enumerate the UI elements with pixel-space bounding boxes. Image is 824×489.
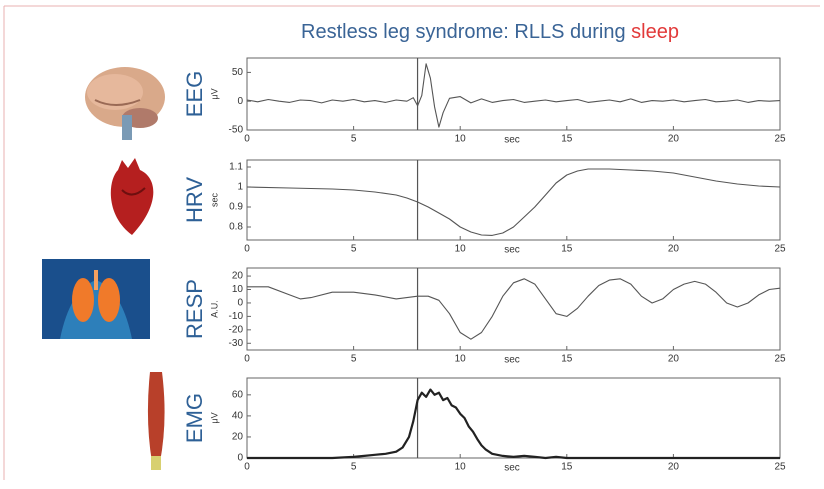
- y-tick-label: 0.9: [229, 202, 243, 213]
- y-tick-label: 1.1: [229, 162, 243, 173]
- plot-frame: [246, 57, 781, 131]
- y-tick-label: 0.8: [229, 222, 243, 233]
- y-tick-label: -20: [229, 324, 244, 335]
- x-tick-label: 5: [351, 354, 357, 365]
- x-tick-label: 15: [561, 134, 573, 145]
- title-main: Restless leg syndrome: RLLS during: [301, 21, 626, 43]
- y-axis-unit: sec: [209, 193, 219, 208]
- y-tick-label: 50: [232, 67, 244, 78]
- x-tick-label: 20: [668, 462, 680, 473]
- y-tick-label: 20: [232, 271, 244, 282]
- x-tick-label: 0: [244, 462, 250, 473]
- title: Restless leg syndrome: RLLS during sleep: [301, 21, 679, 43]
- y-tick-label: 0: [237, 96, 243, 107]
- x-tick-label: 5: [351, 244, 357, 255]
- y-axis-unit: μV: [209, 412, 219, 423]
- y-tick-label: 0: [237, 298, 243, 309]
- y-tick-label: 40: [232, 411, 244, 422]
- x-tick-label: 25: [774, 134, 786, 145]
- x-tick-label: 5: [351, 462, 357, 473]
- x-tick-label: 10: [455, 134, 467, 145]
- y-axis-label: HRV: [182, 177, 207, 223]
- y-tick-label: 10: [232, 284, 244, 295]
- plot-frame: [246, 267, 781, 351]
- y-tick-label: 20: [232, 432, 244, 443]
- y-axis-unit: μV: [209, 88, 219, 99]
- x-axis-label: sec: [504, 355, 520, 366]
- y-axis-label: EMG: [182, 393, 207, 443]
- x-tick-label: 10: [455, 244, 467, 255]
- title-highlight: sleep: [631, 21, 679, 43]
- x-tick-label: 25: [774, 462, 786, 473]
- y-tick-label: 60: [232, 389, 244, 400]
- plot-frame: [246, 159, 781, 241]
- x-axis-label: sec: [504, 135, 520, 146]
- x-tick-label: 5: [351, 134, 357, 145]
- y-tick-label: 1: [237, 182, 243, 193]
- brain-icon: [85, 67, 165, 140]
- x-tick-label: 0: [244, 134, 250, 145]
- y-tick-label: -10: [229, 311, 244, 322]
- x-tick-label: 10: [455, 462, 467, 473]
- x-axis-label: sec: [504, 463, 520, 474]
- muscle-icon: [147, 372, 165, 470]
- x-tick-label: 25: [774, 244, 786, 255]
- heart-icon: [110, 158, 154, 235]
- x-tick-label: 25: [774, 354, 786, 365]
- x-tick-label: 20: [668, 134, 680, 145]
- x-tick-label: 0: [244, 354, 250, 365]
- data-line: [247, 278, 781, 340]
- plot-frame: [246, 377, 781, 459]
- y-tick-label: -50: [229, 125, 244, 136]
- y-tick-label: 0: [237, 453, 243, 464]
- lungs-icon: [42, 259, 150, 339]
- x-tick-label: 15: [561, 462, 573, 473]
- data-line: [246, 168, 781, 236]
- x-tick-label: 10: [455, 354, 467, 365]
- y-axis-unit: A.U.: [209, 300, 219, 318]
- x-axis-label: sec: [504, 245, 520, 256]
- x-tick-label: 0: [244, 244, 250, 255]
- y-axis-label: EEG: [182, 71, 207, 117]
- data-line: [246, 63, 781, 128]
- x-tick-label: 20: [668, 244, 680, 255]
- data-line: [247, 388, 780, 460]
- x-tick-label: 15: [561, 354, 573, 365]
- x-tick-label: 15: [561, 244, 573, 255]
- y-tick-label: -30: [229, 338, 244, 349]
- y-axis-label: RESP: [182, 279, 207, 339]
- x-tick-label: 20: [668, 354, 680, 365]
